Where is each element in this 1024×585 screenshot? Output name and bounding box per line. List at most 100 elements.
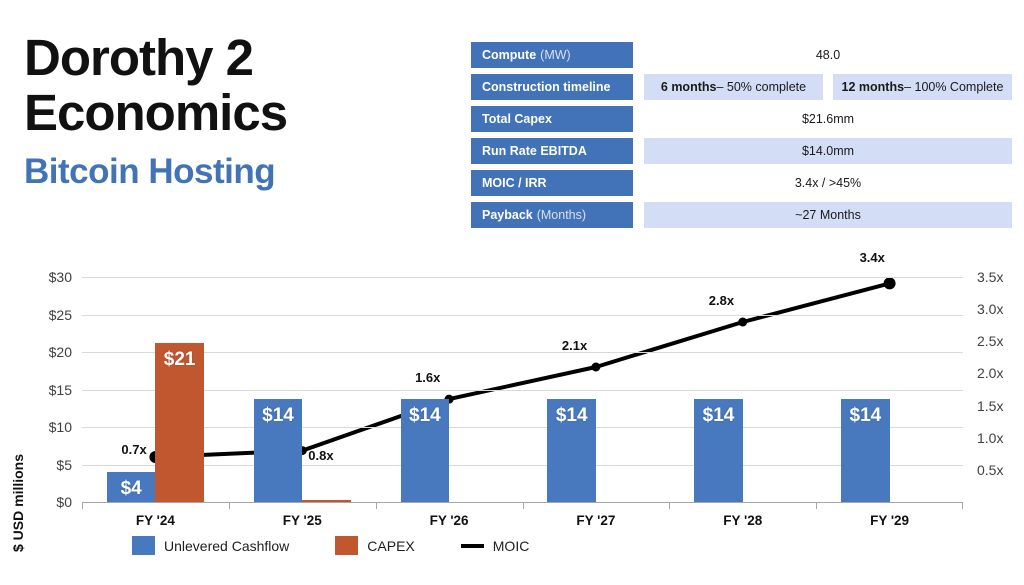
y-axis-tick-label: $0: [56, 494, 72, 510]
y2-axis-tick-label: 0.5x: [977, 461, 1004, 478]
bar-value-label: $14: [702, 404, 735, 426]
bar-value-label: $4: [120, 478, 142, 499]
y-axis-title: $ USD millions: [10, 453, 26, 552]
chart-bar: $14: [547, 398, 596, 502]
y2-axis-tick-label: 2.0x: [977, 365, 1004, 382]
spec-cell: 48.0: [815, 48, 841, 62]
moic-point-label: 1.6x: [415, 370, 441, 386]
bar-value-label: $21: [163, 349, 196, 370]
page-title-line2: Economics: [24, 84, 288, 141]
spec-row: Run Rate EBITDA $14.0mm: [471, 138, 1012, 164]
spec-row-label: Run Rate EBITDA: [471, 138, 633, 164]
legend-swatch-icon: [460, 543, 484, 548]
gridline: [82, 277, 963, 278]
spec-row-label: Construction timeline: [471, 74, 633, 100]
y-axis-tick-label: $15: [48, 381, 72, 398]
spec-row: Compute (MW) 48.0: [471, 42, 1012, 68]
x-axis-tick: [228, 502, 230, 509]
gridline: [82, 464, 963, 466]
x-axis-tick: [962, 502, 963, 509]
x-axis-label: FY '27: [576, 513, 616, 528]
y-axis-tick-label: $5: [56, 456, 72, 473]
spec-row: Total Capex $21.6mm: [471, 106, 1012, 132]
spec-row-label: Total Capex: [471, 106, 633, 132]
bar-value-label: $14: [262, 404, 294, 426]
spec-row-values: 48.0: [644, 42, 1012, 68]
x-axis-tick: [82, 502, 83, 509]
spec-cell: $21.6mm: [801, 112, 855, 126]
legend-label: Unlevered Cashflow: [164, 537, 290, 554]
chart-bar: $14: [253, 398, 303, 502]
chart-bar: $14: [841, 398, 890, 502]
x-axis-tick: [375, 502, 377, 509]
spec-row-values: ~27 Months: [644, 202, 1012, 228]
y-axis-tick-label: $20: [48, 344, 72, 360]
y2-axis-tick-label: 2.5x: [977, 333, 1004, 350]
spec-row-label: Compute (MW): [471, 42, 633, 68]
spec-table: Compute (MW) 48.0 Construction timeline 6 mo…: [471, 42, 1012, 234]
legend-swatch-icon: [335, 536, 359, 555]
moic-point-label: 3.4x: [859, 250, 885, 266]
chart-plot-area: $4 $14 $14 $14 $14 $14 $21 0.7x 0.8x 1.6x 2.1x 2.8x…: [82, 250, 963, 509]
spec-cell: 6 months – 50% complete: [644, 74, 823, 100]
x-axis-tick: [816, 502, 818, 509]
x-axis-label: FY '25: [282, 513, 322, 528]
y-axis-tick-label: $25: [48, 306, 72, 323]
legend-label: MOIC: [492, 537, 530, 554]
bar-value-label: $14: [409, 404, 441, 426]
x-axis-label: FY '26: [429, 513, 469, 528]
gridline: [82, 389, 963, 391]
spec-row-label: MOIC / IRR: [471, 170, 633, 196]
gridline: [82, 314, 963, 316]
gridline: [82, 352, 963, 353]
chart-bar: $14: [400, 398, 450, 502]
legend-item[interactable]: MOIC: [460, 537, 530, 554]
legend-swatch-icon: [132, 536, 155, 555]
spec-row-values: 6 months – 50% complete 12 months – 100% …: [644, 74, 1012, 100]
chart-bar: $21: [155, 343, 204, 502]
y2-axis-tick-label: 1.0x: [977, 429, 1004, 446]
moic-point-label: 0.8x: [308, 447, 334, 463]
chart-legend: Unlevered Cashflow CAPEX MOIC: [132, 536, 575, 555]
spec-cell: 3.4x / >45%: [794, 176, 862, 190]
spec-row: Construction timeline 6 months – 50% comp…: [471, 74, 1012, 100]
spec-cell: ~27 Months: [644, 202, 1012, 228]
x-axis-tick: [669, 502, 671, 509]
y-axis-tick-label: $10: [48, 419, 72, 435]
x-axis-tick: [522, 502, 524, 509]
spec-row-label-note: (MW): [540, 48, 571, 62]
economics-chart: $ USD millions $4 $14 $14 $14 $14 $14 $21 0.7x 0…: [0, 250, 1024, 585]
spec-row-label-note: (Months): [536, 208, 587, 222]
moic-point-label: 0.7x: [121, 442, 147, 457]
chart-bar: $4: [106, 472, 156, 502]
legend-item[interactable]: CAPEX: [335, 536, 415, 555]
y2-axis-tick-label: 3.0x: [977, 301, 1004, 318]
bar-value-label: $14: [849, 404, 882, 426]
page-subtitle: Bitcoin Hosting: [24, 152, 276, 191]
title-block: Dorothy 2 Economics Bitcoin Hosting: [24, 30, 444, 191]
x-axis-label: FY '29: [870, 513, 910, 528]
x-axis-label: FY '24: [135, 513, 175, 528]
chart-bar: [302, 499, 351, 502]
moic-point-label: 2.1x: [561, 338, 588, 353]
spec-cell: 12 months – 100% Complete: [833, 74, 1012, 100]
bar-value-label: $14: [555, 404, 588, 426]
chart-bar: $14: [694, 398, 743, 502]
legend-label: CAPEX: [367, 537, 415, 554]
spec-row-values: $14.0mm: [644, 138, 1012, 164]
page-title-line1: Dorothy 2: [24, 29, 254, 86]
y2-axis-tick-label: 1.5x: [977, 397, 1004, 414]
spec-row: Payback (Months) ~27 Months: [471, 202, 1012, 228]
y2-axis-tick-label: 3.5x: [977, 269, 1004, 285]
x-axis-label: FY '28: [723, 513, 763, 528]
spec-row: MOIC / IRR 3.4x / >45%: [471, 170, 1012, 196]
spec-row-label: Payback (Months): [471, 202, 633, 228]
moic-point-label: 2.8x: [708, 293, 735, 308]
y-axis-tick-label: $30: [48, 269, 72, 285]
gridline: [82, 427, 963, 428]
spec-row-values: 3.4x / >45%: [644, 170, 1012, 196]
spec-row-values: $21.6mm: [644, 106, 1012, 132]
spec-cell: $14.0mm: [644, 138, 1012, 164]
legend-item[interactable]: Unlevered Cashflow: [132, 536, 289, 555]
